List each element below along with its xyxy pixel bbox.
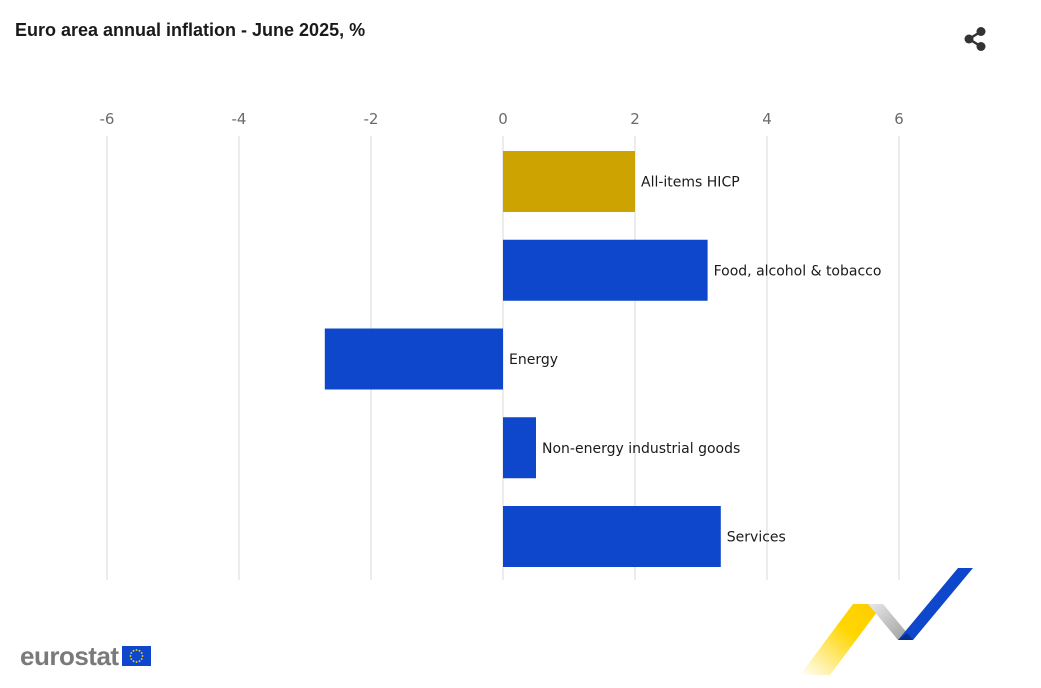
bar-label: Energy bbox=[509, 352, 558, 368]
chart-title: Euro area annual inflation - June 2025, … bbox=[15, 20, 366, 40]
x-tick-label: 6 bbox=[894, 110, 904, 128]
decorative-swoosh bbox=[800, 568, 973, 675]
bar[interactable] bbox=[503, 239, 708, 301]
x-tick-label: 0 bbox=[498, 110, 508, 128]
x-tick-label: -2 bbox=[364, 110, 379, 128]
brand-text: eurostat bbox=[20, 640, 119, 671]
bar[interactable] bbox=[503, 506, 721, 567]
share-icon[interactable] bbox=[960, 24, 990, 54]
bar-label: All-items HICP bbox=[641, 175, 740, 191]
bar[interactable] bbox=[324, 328, 503, 390]
x-tick-label: -4 bbox=[232, 110, 247, 128]
bar-label: Services bbox=[727, 530, 786, 546]
bar[interactable] bbox=[503, 151, 635, 212]
x-tick-label: 4 bbox=[762, 110, 772, 128]
x-tick-label: -6 bbox=[100, 110, 115, 128]
bar-label: Food, alcohol & tobacco bbox=[714, 263, 882, 279]
x-tick-label: 2 bbox=[630, 110, 640, 128]
bar-label: Non-energy industrial goods bbox=[542, 441, 740, 457]
eu-flag-icon bbox=[121, 646, 151, 666]
eurostat-logo: eurostat bbox=[20, 640, 151, 672]
bar[interactable] bbox=[503, 417, 536, 479]
